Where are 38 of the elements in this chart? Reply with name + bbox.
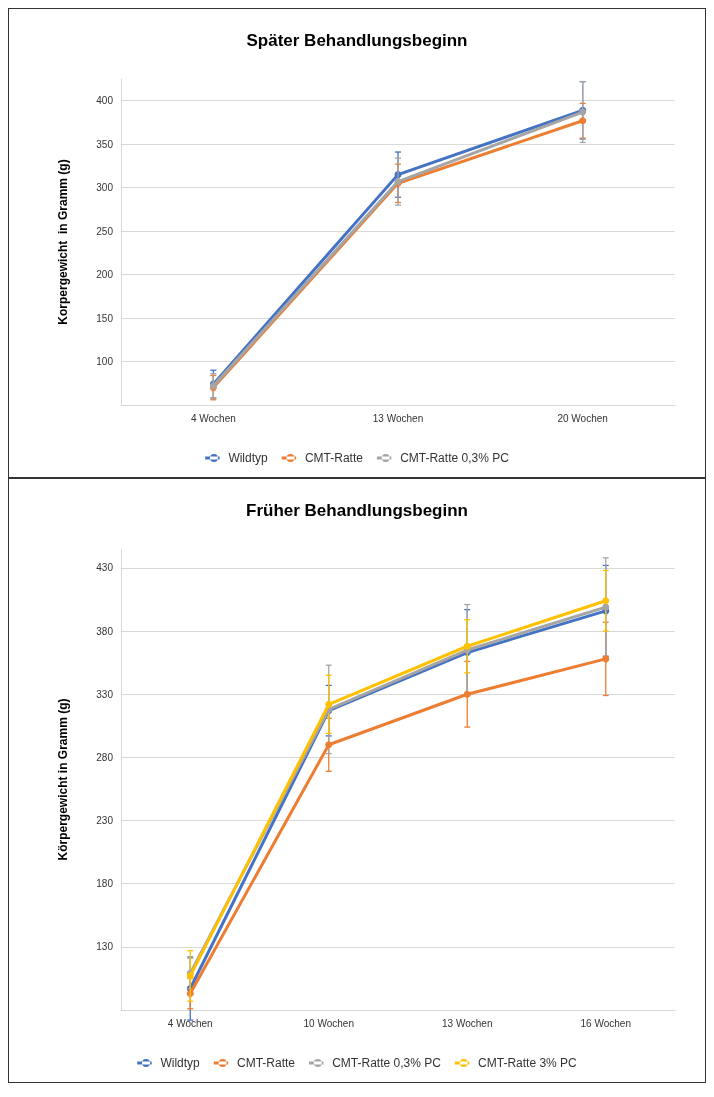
y-axis-title: Korpergewicht in Gramm (g)	[56, 159, 70, 325]
y-tick-label: 130	[96, 941, 114, 953]
point	[463, 642, 471, 650]
y-tick-label: 150	[96, 312, 114, 324]
x-tick-label: 13 Wochen	[442, 1017, 493, 1029]
chart-title: Später Behandlungsbeginn	[246, 31, 468, 50]
legend-label: CMT-Ratte 3% PC	[478, 1056, 578, 1070]
x-tick-label: 16 Wochen	[580, 1017, 631, 1029]
legend-label: Wildtyp	[160, 1056, 201, 1070]
y-tick-label: 100	[96, 356, 114, 368]
legend-label: CMT-Ratte	[236, 1056, 296, 1070]
x-tick-label: 13 Wochen	[372, 412, 424, 424]
y-tick-label: 330	[96, 688, 114, 700]
point	[602, 603, 610, 611]
y-tick-label: 400	[96, 95, 114, 107]
point	[325, 741, 333, 749]
y-tick-label: 380	[96, 625, 114, 637]
y-tick-label: 180	[96, 878, 114, 890]
y-tick-label: 350	[96, 138, 114, 150]
y-tick-label: 300	[96, 182, 114, 194]
y-tick-label: 430	[96, 562, 114, 574]
legend-label: CMT-Ratte 0,3% PC	[332, 1056, 442, 1070]
legend-label: CMT-Ratte 0,3% PC	[400, 451, 510, 465]
point	[579, 117, 587, 125]
y-axis-title: Körpergewicht in Gramm (g)	[56, 698, 70, 861]
y-tick-label: 230	[96, 815, 114, 827]
y-tick-label: 200	[96, 269, 114, 281]
legend-label: CMT-Ratte	[304, 451, 364, 465]
chart-title: Früher Behandlungsbeginn	[246, 501, 468, 520]
x-tick-label: 4 Wochen	[190, 412, 236, 424]
y-tick-label: 280	[96, 751, 114, 763]
x-tick-label: 4 Wochen	[167, 1017, 213, 1029]
point	[325, 700, 333, 708]
x-tick-label: 10 Wochen	[303, 1017, 354, 1029]
point	[602, 597, 610, 605]
y-tick-label: 250	[96, 225, 114, 237]
legend-label: Wildtyp	[228, 451, 269, 465]
x-tick-label: 20 Wochen	[557, 412, 608, 424]
